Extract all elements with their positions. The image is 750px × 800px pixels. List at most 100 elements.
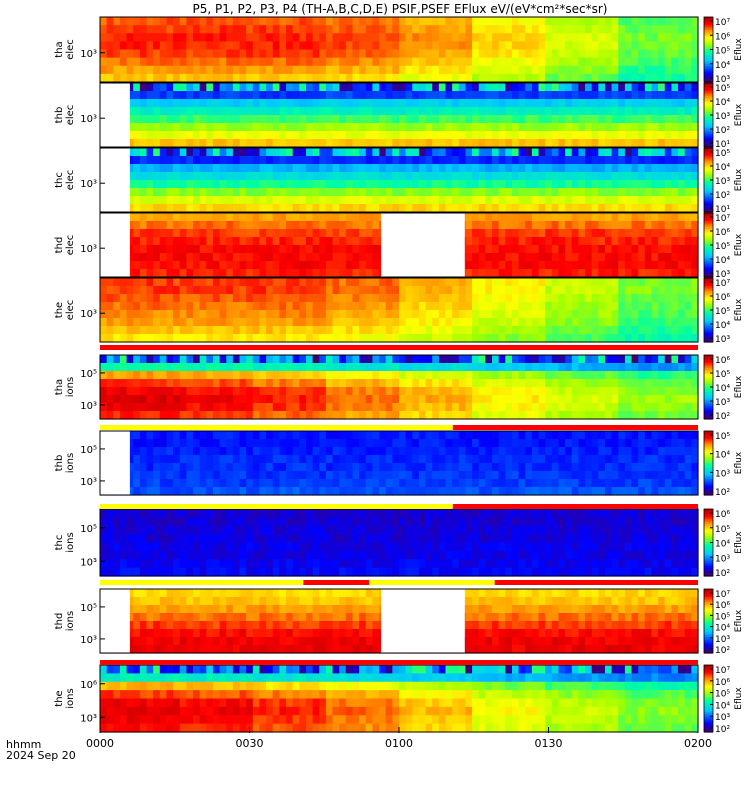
heatmap-cell	[518, 17, 526, 26]
heatmap-cell	[591, 371, 599, 380]
heatmap-cell	[146, 172, 154, 181]
heatmap-cell	[286, 99, 294, 108]
heatmap-cell	[525, 439, 533, 448]
heatmap-cell	[226, 334, 234, 343]
colorbar-step	[704, 164, 713, 167]
heatmap-cell	[186, 403, 194, 412]
heatmap-cell	[339, 379, 347, 388]
heatmap-cell	[545, 387, 553, 396]
heatmap-cell	[146, 387, 154, 396]
heatmap-cell	[485, 363, 493, 372]
heatmap-cell	[545, 139, 553, 148]
heatmap-cell	[259, 131, 267, 140]
heatmap-cell	[611, 334, 619, 343]
heatmap-cell	[392, 379, 400, 388]
heatmap-cell	[591, 188, 599, 197]
heatmap-cell	[246, 253, 254, 262]
heatmap-cell	[319, 326, 327, 335]
heatmap-cell	[678, 83, 686, 92]
heatmap-cell	[166, 25, 174, 34]
heatmap-cell	[604, 49, 613, 59]
heatmap-cell	[492, 115, 500, 124]
heatmap-cell	[139, 33, 148, 42]
heatmap-cell	[392, 99, 400, 108]
heatmap-cell	[232, 278, 241, 287]
y-tick-label: 10³	[80, 114, 97, 125]
heatmap-cell	[325, 156, 334, 165]
heatmap-cell	[518, 411, 526, 420]
heatmap-cell	[153, 41, 161, 51]
heatmap-cell	[359, 253, 367, 262]
heatmap-cell	[286, 253, 294, 262]
heatmap-cell	[325, 25, 334, 34]
heatmap-cell	[498, 269, 506, 278]
heatmap-cell	[259, 204, 267, 213]
colorbar-step	[704, 324, 713, 327]
heatmap-cell	[126, 99, 134, 108]
heatmap-cell	[339, 439, 347, 448]
heatmap-cell	[345, 213, 354, 222]
heatmap-cell	[232, 139, 241, 148]
heatmap-cell	[618, 431, 626, 440]
heatmap-cell	[259, 278, 267, 287]
heatmap-cell	[492, 91, 500, 100]
heatmap-cell	[545, 245, 553, 254]
heatmap-cell	[212, 439, 221, 448]
heatmap-cell	[691, 204, 699, 213]
heatmap-cell	[545, 237, 553, 246]
heatmap-cell	[305, 253, 314, 262]
heatmap-cell	[664, 261, 673, 270]
heatmap-cell	[425, 431, 433, 440]
heatmap-cell	[551, 164, 560, 173]
heatmap-cell	[193, 139, 201, 148]
heatmap-cell	[691, 387, 699, 396]
colorbar-step	[704, 60, 713, 64]
heatmap-cell	[558, 180, 566, 189]
heatmap-cell	[472, 363, 480, 372]
heatmap-cell	[239, 411, 247, 420]
heatmap-cell	[631, 269, 639, 278]
heatmap-cell	[624, 221, 633, 230]
heatmap-cell	[126, 447, 134, 456]
heatmap-cell	[478, 334, 486, 343]
heatmap-cell	[531, 431, 540, 440]
heatmap-cell	[219, 164, 227, 173]
heatmap-cell	[332, 245, 340, 254]
heatmap-cell	[126, 302, 134, 311]
heatmap-cell	[106, 326, 114, 335]
heatmap-cell	[571, 318, 579, 327]
heatmap-cell	[678, 403, 686, 412]
heatmap-cell	[325, 73, 334, 83]
heatmap-cell	[671, 237, 679, 246]
heatmap-cell	[472, 65, 480, 75]
heatmap-cell	[505, 253, 513, 262]
heatmap-cell	[498, 99, 506, 108]
heatmap-cell	[312, 65, 320, 75]
heatmap-cell	[179, 65, 187, 75]
heatmap-cell	[259, 41, 267, 51]
heatmap-cell	[624, 57, 633, 67]
heatmap-cell	[305, 455, 314, 464]
heatmap-cell	[319, 403, 327, 412]
heatmap-cell	[212, 25, 221, 34]
heatmap-cell	[139, 213, 148, 222]
heatmap-cell	[638, 91, 646, 100]
heatmap-cell	[392, 431, 400, 440]
heatmap-cell	[232, 204, 241, 213]
heatmap-cell	[418, 99, 427, 108]
heatmap-cell	[159, 363, 168, 372]
heatmap-cell	[179, 25, 187, 34]
heatmap-cell	[279, 334, 287, 343]
heatmap-cell	[644, 387, 653, 396]
heatmap-cell	[186, 131, 194, 140]
heatmap-cell	[259, 411, 267, 420]
heatmap-cell	[332, 431, 340, 440]
heatmap-cell	[352, 302, 360, 311]
colorbar-step	[704, 338, 713, 341]
heatmap-cell	[678, 387, 686, 396]
heatmap-cell	[438, 65, 447, 75]
heatmap-cell	[518, 107, 526, 116]
heatmap-cell	[585, 164, 593, 173]
colorbar-step	[704, 385, 713, 388]
